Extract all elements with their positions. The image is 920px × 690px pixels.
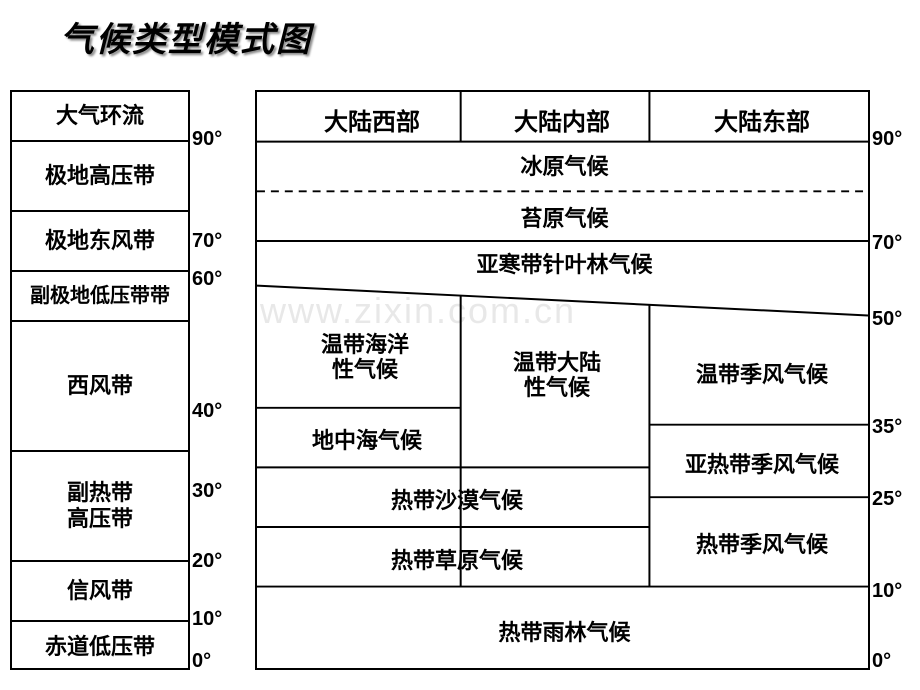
left-tick-90: 90° xyxy=(192,128,222,151)
right-tick-25: 25° xyxy=(872,488,902,511)
left-row-5: 副热带 高压带 xyxy=(12,452,188,562)
left-tick-10: 10° xyxy=(192,608,222,631)
left-row-6: 信风带 xyxy=(12,562,188,622)
band-ice: 冰原气候 xyxy=(257,154,872,179)
right-tick-50: 50° xyxy=(872,308,902,331)
right-panel: 大陆西部 大陆内部 大陆东部 冰原气候 苔原气候 亚寒带针叶林气候 温带海洋 性… xyxy=(255,90,870,670)
band-rainforest: 热带雨林气候 xyxy=(257,620,872,645)
left-tick-0: 0° xyxy=(192,650,211,673)
right-tick-10: 10° xyxy=(872,580,902,603)
band-tundra: 苔原气候 xyxy=(257,206,872,231)
left-row-3: 副极地低压带带 xyxy=(12,272,188,322)
left-tick-30: 30° xyxy=(192,480,222,503)
left-panel: 大气环流 极地高压带 极地东风带 副极地低压带带 西风带 副热带 高压带 信风带… xyxy=(10,90,190,670)
band-temperate-continental: 温带大陆 性气候 xyxy=(472,350,642,401)
left-row-0: 大气环流 xyxy=(12,92,188,142)
header-interior: 大陆内部 xyxy=(482,102,642,137)
right-ticks: 90° 70° 50° 35° 25° 10° 0° xyxy=(872,90,920,670)
left-tick-20: 20° xyxy=(192,550,222,573)
band-savanna: 热带草原气候 xyxy=(317,548,597,573)
band-subtrop-monsoon: 亚热带季风气候 xyxy=(657,452,867,477)
band-temperate-monsoon: 温带季风气候 xyxy=(662,362,862,387)
diagram-title: 气候类型模式图 xyxy=(60,12,312,61)
header-west: 大陆西部 xyxy=(297,102,447,137)
left-tick-60: 60° xyxy=(192,268,222,291)
band-temperate-marine: 温带海洋 性气候 xyxy=(285,332,445,383)
left-tick-40: 40° xyxy=(192,400,222,423)
right-tick-35: 35° xyxy=(872,416,902,439)
left-row-7: 赤道低压带 xyxy=(12,622,188,672)
band-trop-monsoon: 热带季风气候 xyxy=(662,532,862,557)
header-east: 大陆东部 xyxy=(677,102,847,137)
left-row-1: 极地高压带 xyxy=(12,142,188,212)
right-tick-90: 90° xyxy=(872,128,902,151)
right-tick-70: 70° xyxy=(872,232,902,255)
left-row-2: 极地东风带 xyxy=(12,212,188,272)
band-mediterranean: 地中海气候 xyxy=(282,428,452,453)
left-ticks: 90° 70° 60° 40° 30° 20° 10° 0° xyxy=(192,90,242,670)
band-desert: 热带沙漠气候 xyxy=(317,488,597,513)
band-subarctic: 亚寒带针叶林气候 xyxy=(257,252,872,277)
right-tick-0: 0° xyxy=(872,650,891,673)
left-tick-70: 70° xyxy=(192,230,222,253)
left-row-4: 西风带 xyxy=(12,322,188,452)
